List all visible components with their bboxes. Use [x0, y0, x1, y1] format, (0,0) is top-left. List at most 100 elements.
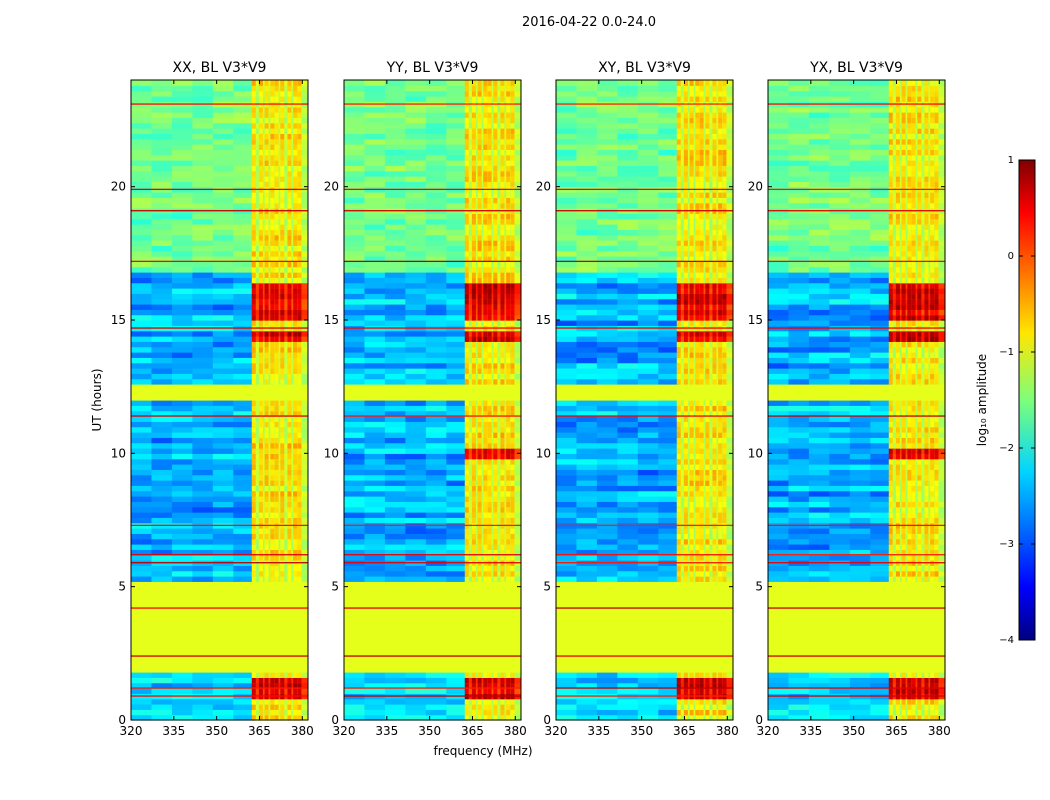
heatmap-cell [212, 506, 234, 513]
heatmap-cell [151, 357, 173, 364]
heatmap-cell [425, 672, 447, 678]
rfi-channel-cell [493, 256, 498, 262]
rfi-channel-cell [510, 453, 515, 460]
rfi-channel-cell [718, 229, 723, 236]
heatmap-cell [151, 224, 173, 230]
heatmap-cell [466, 634, 522, 641]
heatmap-cell [192, 234, 214, 241]
rfi-channel-cell [293, 474, 298, 481]
rfi-channel-cell [287, 373, 292, 380]
rfi-channel-cell [471, 117, 476, 124]
rfi-channel-cell [487, 117, 492, 124]
rfi-channel-cell [722, 341, 727, 348]
rfi-channel-cell [676, 538, 681, 545]
heatmap-cell [131, 714, 153, 721]
heatmap-cell [596, 437, 618, 444]
rfi-channel-cell [493, 160, 498, 166]
rfi-channel-cell [280, 528, 285, 534]
heatmap-cell [212, 650, 234, 657]
rfi-channel-cell [676, 320, 681, 326]
heatmap-cell [131, 517, 153, 524]
heatmap-cell [617, 192, 639, 198]
rfi-channel-cell [274, 144, 279, 150]
rfi-channel-cell [506, 400, 511, 406]
heatmap-cell [556, 597, 578, 604]
heatmap-cell [658, 202, 680, 209]
heatmap-cell [233, 336, 255, 342]
rfi-channel-cell [297, 538, 302, 545]
heatmap-cell [576, 346, 598, 353]
rfi-channel-cell [722, 410, 727, 417]
rfi-channel-cell [293, 229, 298, 236]
rfi-channel-cell [676, 714, 681, 721]
rfi-channel-cell [287, 170, 292, 177]
rfi-channel-cell [477, 122, 482, 129]
heatmap-cell [617, 421, 639, 428]
heatmap-cell [233, 469, 255, 476]
heatmap-cell [425, 213, 447, 220]
heatmap-cell [212, 410, 234, 417]
rfi-channel-cell [487, 544, 492, 550]
heatmap-cell [253, 586, 309, 593]
rfi-channel-cell [293, 704, 298, 710]
heatmap-cell [131, 464, 153, 470]
rfi-channel-cell [270, 133, 275, 140]
rfi-channel-cell [287, 554, 292, 561]
heatmap-cell [556, 490, 578, 497]
heatmap-cell [233, 661, 255, 668]
heatmap-cell [596, 416, 618, 422]
rfi-channel-cell [280, 453, 285, 460]
heatmap-cell [425, 613, 447, 620]
heatmap-cell [384, 426, 406, 433]
heatmap-cell [425, 224, 447, 230]
heatmap-cell [212, 592, 234, 598]
heatmap-cell [171, 581, 193, 588]
rfi-channel-cell [483, 485, 488, 492]
heatmap-cell [637, 240, 659, 246]
heatmap-cell [466, 629, 522, 636]
heatmap-cell [212, 528, 234, 534]
rfi-channel-cell [487, 688, 492, 694]
rfi-channel-cell [258, 245, 263, 252]
rfi-channel-cell [500, 528, 505, 534]
rfi-channel-cell [270, 682, 275, 689]
heatmap-cell [344, 624, 366, 630]
rfi-channel-cell [264, 133, 269, 140]
rfi-channel-cell [712, 314, 717, 321]
rfi-channel-cell [280, 160, 285, 166]
heatmap-cell [212, 336, 234, 342]
rfi-channel-cell [500, 320, 505, 326]
heatmap-cell [171, 490, 193, 497]
heatmap-cell [658, 634, 680, 641]
rfi-channel-cell [683, 330, 688, 337]
heatmap-cell [192, 480, 214, 486]
rfi-channel-cell [280, 373, 285, 380]
rfi-channel-cell [695, 288, 700, 294]
rfi-channel-cell [695, 336, 700, 342]
rfi-channel-cell [493, 197, 498, 204]
heatmap-cell [364, 618, 386, 625]
rfi-channel-cell [471, 544, 476, 550]
rfi-channel-cell [280, 709, 285, 716]
rfi-channel-cell [464, 362, 469, 369]
rfi-channel-cell [689, 229, 694, 236]
heatmap-cell [556, 368, 578, 374]
heatmap-cell [384, 112, 406, 118]
rfi-channel-cell [699, 554, 704, 561]
heatmap-cell [556, 570, 578, 577]
rfi-channel-cell [270, 352, 275, 358]
rfi-channel-cell [264, 490, 269, 497]
rfi-channel-cell [718, 288, 723, 294]
rfi-channel-cell [471, 218, 476, 225]
rfi-channel-cell [483, 218, 488, 225]
heatmap-cell [344, 544, 366, 550]
heatmap-cell [576, 384, 598, 390]
heatmap-cell [233, 133, 255, 140]
rfi-channel-cell [493, 117, 498, 124]
heatmap-cell [446, 320, 468, 326]
heatmap-cell [253, 618, 309, 625]
heatmap-cell [384, 554, 406, 561]
heatmap-cell [637, 576, 659, 582]
rfi-channel-cell [712, 688, 717, 694]
heatmap-cell [637, 426, 659, 433]
